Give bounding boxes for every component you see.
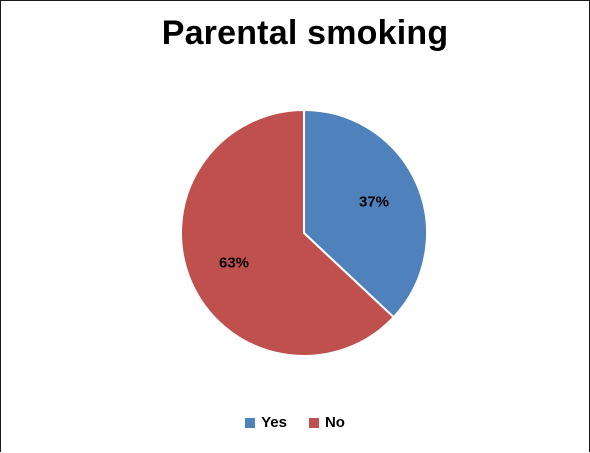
legend-swatch-no (308, 417, 319, 428)
pie-slice-yes (303, 108, 428, 319)
data-label-no: 63% (219, 254, 249, 271)
legend-item-yes: Yes (245, 414, 287, 431)
pie-slice-no (179, 108, 396, 357)
legend-swatch-yes (245, 417, 256, 428)
legend-label-no: No (324, 414, 345, 431)
legend: Yes No (0, 414, 590, 431)
legend-item-no: No (308, 414, 345, 431)
data-label-yes: 37% (359, 194, 389, 211)
legend-label-yes: Yes (261, 414, 287, 431)
chart-title: Parental smoking (161, 14, 449, 52)
